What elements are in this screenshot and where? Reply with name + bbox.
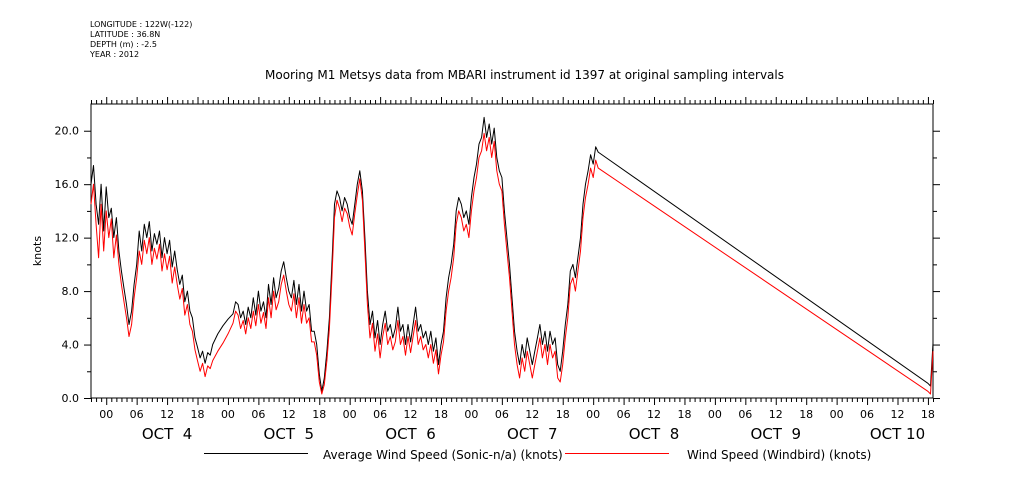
hour-tick-label: 18	[312, 408, 326, 421]
series-line-2	[90, 132, 934, 395]
hour-tick-label: 12	[769, 408, 783, 421]
day-label: OCT 6	[385, 425, 436, 443]
hour-tick-label: 18	[921, 408, 935, 421]
hour-tick-label: 06	[251, 408, 265, 421]
plot-frame	[90, 103, 934, 399]
hour-tick-label: 18	[556, 408, 570, 421]
hour-tick-label: 12	[890, 408, 904, 421]
hour-tick-label: 12	[282, 408, 296, 421]
hour-tick-label: 06	[738, 408, 752, 421]
hour-tick-label: 00	[586, 408, 600, 421]
year-label: YEAR : 2012	[90, 50, 140, 59]
depth-label: DEPTH (m) : -2.5	[90, 40, 157, 49]
hour-tick-label: 00	[830, 408, 844, 421]
hour-tick-label: 12	[404, 408, 418, 421]
day-label: OCT 7	[507, 425, 558, 443]
y-tick-label: 8.0	[62, 285, 80, 298]
y-tick-label: 4.0	[62, 339, 80, 352]
hour-tick-label: 18	[191, 408, 205, 421]
day-label: OCT 4	[142, 425, 193, 443]
y-tick-label: 12.0	[55, 232, 80, 245]
longitude-label: LONGITUDE : 122W(-122)	[90, 20, 193, 29]
legend-label-2: Wind Speed (Windbird) (knots)	[687, 448, 871, 462]
y-tick-label: 0.0	[62, 392, 80, 405]
hour-tick-label: 18	[434, 408, 448, 421]
hour-tick-label: 12	[647, 408, 661, 421]
hour-tick-label: 00	[343, 408, 357, 421]
hour-tick-label: 00	[221, 408, 235, 421]
y-axis-label: knots	[31, 236, 44, 266]
hour-tick-label: 00	[99, 408, 113, 421]
y-tick-label: 20.0	[55, 125, 80, 138]
legend-label-1: Average Wind Speed (Sonic-n/a) (knots)	[323, 448, 563, 462]
hour-tick-label: 06	[130, 408, 144, 421]
hour-tick-label: 00	[464, 408, 478, 421]
series-line-1	[90, 116, 934, 392]
hour-tick-label: 06	[373, 408, 387, 421]
day-label: OCT 5	[264, 425, 315, 443]
chart-title: Mooring M1 Metsys data from MBARI instru…	[265, 68, 784, 82]
metadata-block: LONGITUDE : 122W(-122) LATITUDE : 36.8N …	[90, 20, 192, 60]
hour-tick-label: 06	[860, 408, 874, 421]
hour-tick-label: 12	[160, 408, 174, 421]
hour-tick-label: 18	[677, 408, 691, 421]
hour-tick-label: 18	[799, 408, 813, 421]
latitude-label: LATITUDE : 36.8N	[90, 30, 161, 39]
hour-tick-label: 12	[525, 408, 539, 421]
hour-tick-label: 00	[708, 408, 722, 421]
hour-tick-label: 06	[617, 408, 631, 421]
day-label: OCT 9	[750, 425, 801, 443]
y-tick-label: 16.0	[55, 178, 80, 191]
hour-tick-label: 06	[495, 408, 509, 421]
day-label: OCT 10	[870, 425, 925, 443]
day-label: OCT 8	[629, 425, 680, 443]
